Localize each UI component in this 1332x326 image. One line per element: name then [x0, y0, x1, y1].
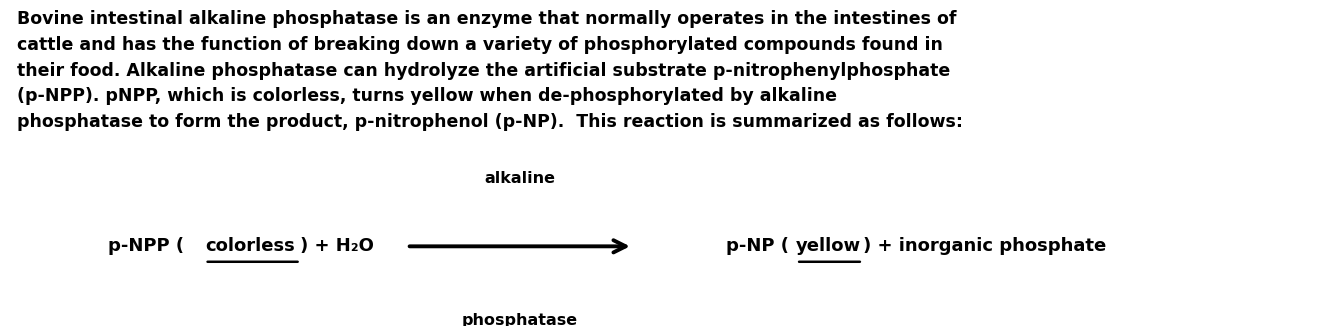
- Text: phosphatase: phosphatase: [462, 313, 578, 326]
- Text: colorless: colorless: [205, 237, 294, 255]
- Text: yellow: yellow: [797, 237, 862, 255]
- Text: p-NP (: p-NP (: [726, 237, 789, 255]
- Text: ) + inorganic phosphate: ) + inorganic phosphate: [863, 237, 1106, 255]
- Text: alkaline: alkaline: [485, 170, 555, 185]
- Text: Bovine intestinal alkaline phosphatase is an enzyme that normally operates in th: Bovine intestinal alkaline phosphatase i…: [17, 10, 963, 131]
- Text: ) + H₂O: ) + H₂O: [301, 237, 374, 255]
- Text: p-NPP (: p-NPP (: [108, 237, 184, 255]
